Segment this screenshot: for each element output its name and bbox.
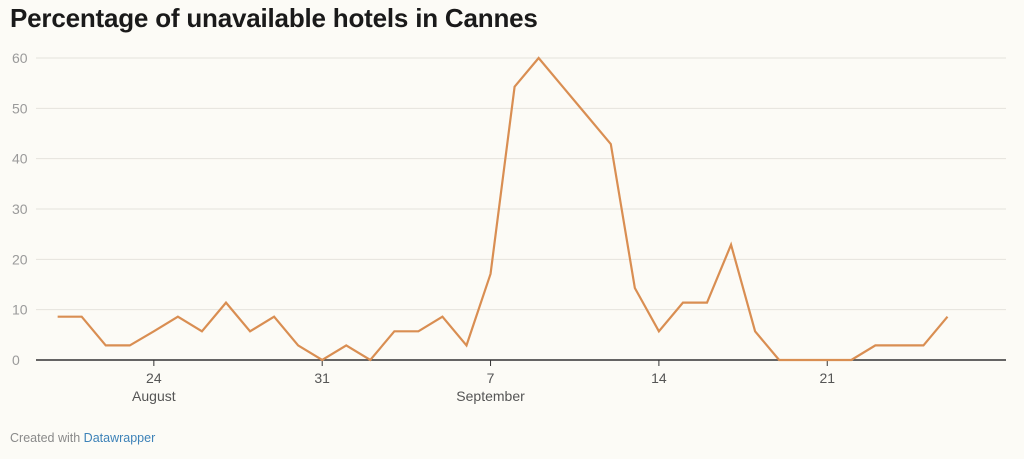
x-tick-label: 24 [146, 370, 162, 386]
y-tick-label: 30 [12, 201, 28, 217]
y-tick-labels: 0 10 20 30 40 50 60 [12, 50, 28, 368]
y-tick-label: 10 [12, 302, 28, 318]
x-tick-month-label: August [132, 388, 176, 404]
chart-area: 0 10 20 30 40 50 60 24 August 31 7 September 14 21 [0, 40, 1024, 420]
series-line-0 [57, 56, 949, 362]
series-layer [57, 56, 949, 362]
y-tick-label: 20 [12, 251, 28, 267]
x-tick-label: 21 [819, 370, 835, 386]
footer-prefix: Created with [10, 431, 81, 445]
gridlines [36, 57, 1006, 361]
x-tick-label: 14 [651, 370, 667, 386]
y-tick-label: 40 [12, 151, 28, 167]
datawrapper-link[interactable]: Datawrapper [83, 431, 156, 445]
line-chart: 0 10 20 30 40 50 60 24 August 31 7 September 14 21 [12, 50, 1006, 404]
y-tick-label: 0 [12, 352, 20, 368]
y-tick-label: 60 [12, 50, 28, 66]
footer-credit: Created with Datawrapper [10, 431, 155, 445]
x-tick-label: 31 [314, 370, 330, 386]
chart-title: Percentage of unavailable hotels in Cann… [10, 3, 538, 33]
x-tick-month-label: September [456, 388, 525, 404]
x-tick-labels: 24 August 31 7 September 14 21 [132, 360, 835, 404]
x-tick-label: 7 [487, 370, 495, 386]
y-tick-label: 50 [12, 100, 28, 116]
